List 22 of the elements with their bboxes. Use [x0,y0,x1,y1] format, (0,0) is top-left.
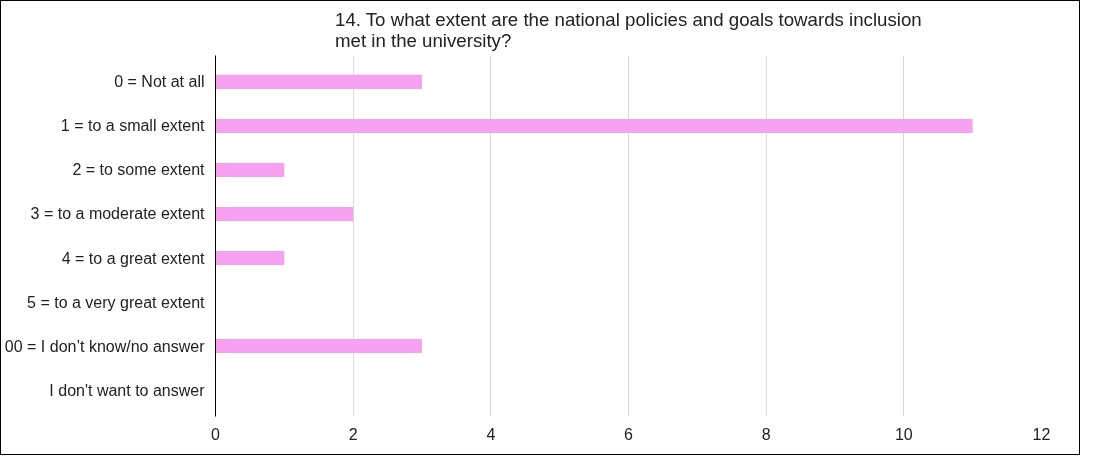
y-tick-label: 5 = to a very great extent [27,293,206,311]
y-tick-label: 2 = to some extent [72,161,206,179]
x-tick-label: 4 [486,425,496,443]
x-tick-label: 12 [1032,425,1051,443]
x-tick-label: 0 [211,425,221,443]
x-tick-label: 2 [348,425,358,443]
bar [215,118,973,133]
y-tick-label: 1 = to a small extent [60,117,206,135]
y-tick-label: I don't want to answer [49,381,206,399]
y-tick-label: 0 = Not at all [114,73,205,91]
y-tick-label: 3 = to a moderate extent [30,205,206,223]
bar [215,74,422,89]
y-tick-label: 00 = I don’t know/no answer [4,337,206,355]
bar [215,162,285,178]
y-tick-label: 4 = to a great extent [61,249,206,267]
bar [215,206,354,222]
chart-title: 14. To what extent are the national policies and goals towards inclusion met in the university? [335,8,922,51]
bar [215,250,285,266]
bar [215,339,422,354]
x-tick-label: 10 [894,425,913,443]
x-tick-label: 8 [761,425,771,443]
x-tick-label: 6 [624,425,634,443]
